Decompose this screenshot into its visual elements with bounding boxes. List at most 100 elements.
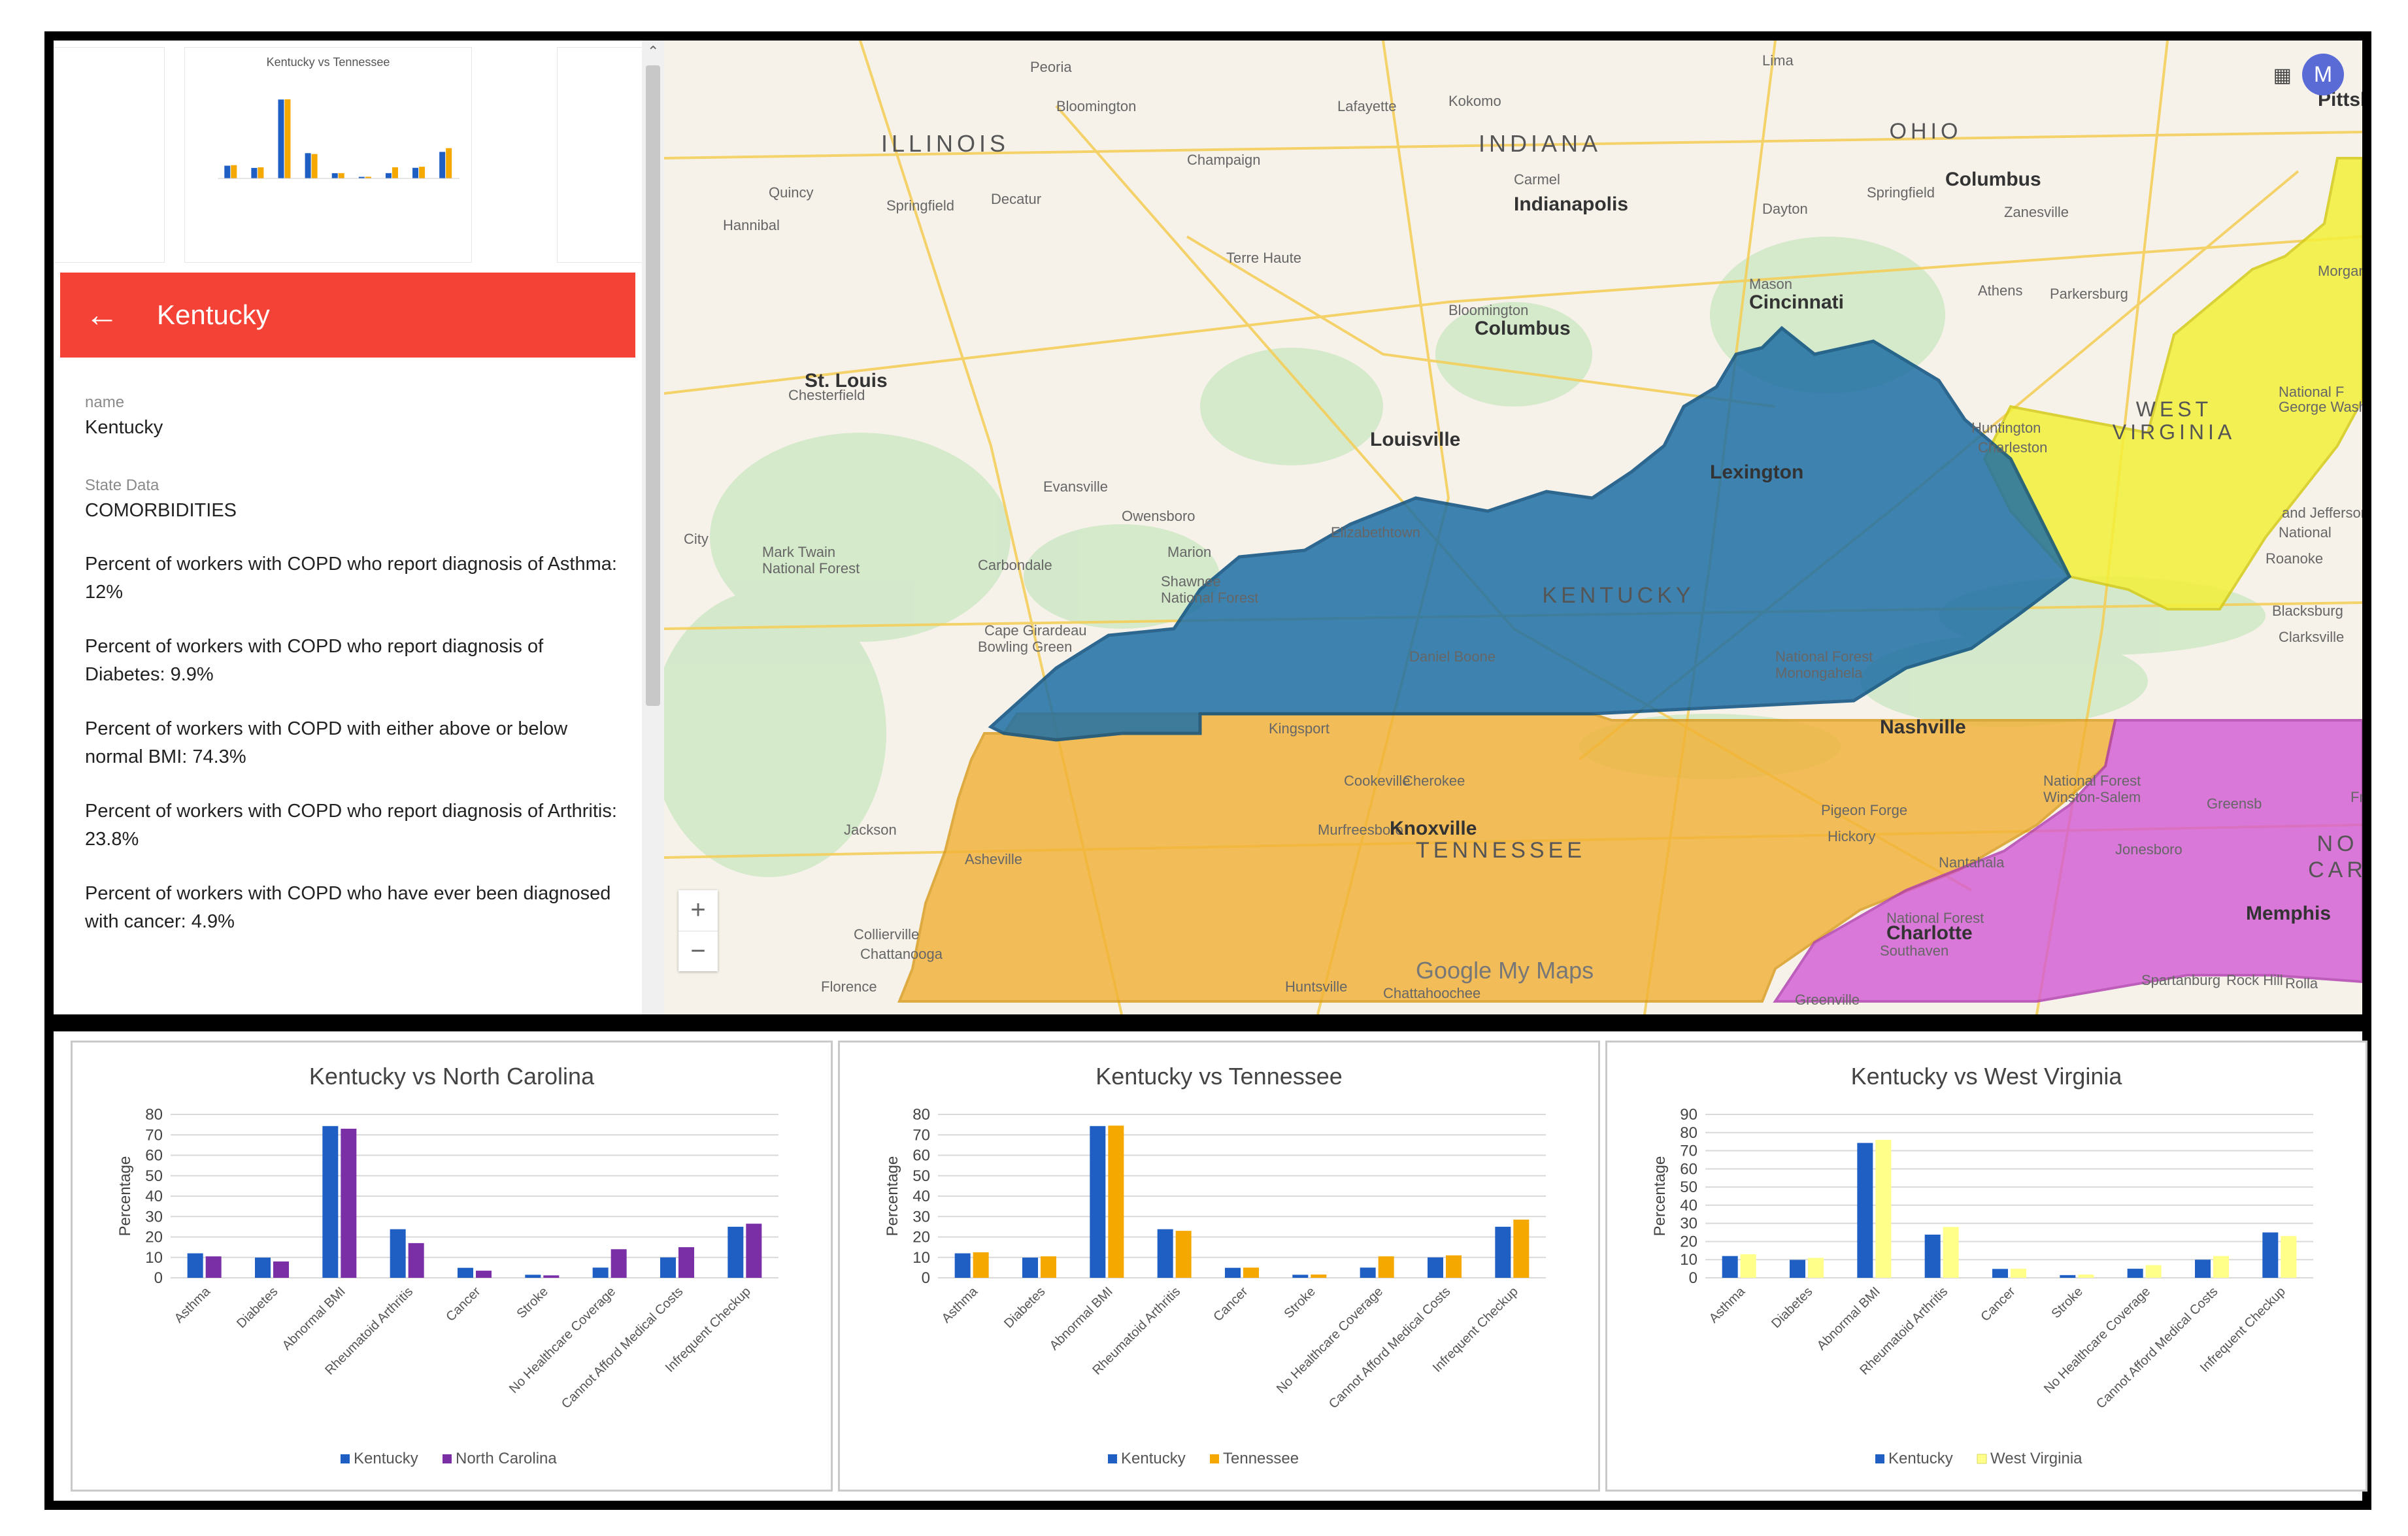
map-city-label: Knoxville [1390,818,1477,839]
scrollbar-thumb[interactable] [646,65,660,706]
y-axis-label: Percentage [1651,1156,1669,1237]
y-tick-label: 50 [1680,1178,1697,1196]
y-tick-label: 0 [154,1269,163,1287]
bar [1875,1139,1892,1278]
thumbnail-bar [358,176,365,178]
thumbnail-chart-center[interactable]: Kentucky vs Tennessee [184,47,472,263]
scroll-up-icon[interactable]: ⌃ [647,43,660,59]
apps-grid-icon[interactable]: ▦ [2273,65,2292,86]
zoom-in-button[interactable]: + [678,890,718,931]
bar [322,1126,339,1278]
bar [2213,1256,2229,1278]
map-city-label: Marion [1167,544,1211,560]
bar [746,1224,762,1278]
map-city-label: Springfield [1867,184,1935,201]
map-city-label: Springfield [886,197,954,214]
thumbnail-chart-right[interactable] [557,47,642,263]
x-tick-label: Abnormal BMI [1047,1284,1116,1353]
map-city-label: Lafayette [1337,98,1397,114]
y-tick-label: 0 [922,1269,930,1287]
thumbnail-bar [338,173,344,178]
map-city-label: Morgantown [2318,263,2362,279]
charts-area: Kentucky vs North Carolina Percentage 0 10 2… [54,1031,2367,1501]
map-region-label: INDIANA [1479,130,1601,157]
bar [2060,1275,2076,1278]
bar [727,1226,744,1278]
map-city-label: Parkersburg [2050,286,2128,302]
map-canvas[interactable]: ILLINOIS INDIANA OHIO WEST VIRGINIA KENTUCKY T… [664,41,2362,1014]
bar [543,1275,560,1278]
chart-title: Kentucky vs Tennessee [1095,1063,1343,1090]
map-city-label: and Jefferson [2282,505,2362,521]
back-arrow-icon[interactable]: ← [85,296,119,334]
y-tick-label: 30 [145,1208,163,1226]
map-city-label: Kingsport [1269,720,1329,737]
y-tick-label: 10 [1680,1251,1697,1269]
state-data-label: State Data [85,476,159,494]
bar [592,1267,609,1278]
x-tick-label: Stroke [2048,1284,2085,1321]
thumbnail-bar [439,152,446,178]
bar [1924,1234,1941,1278]
map-region-label: VIRGINIA [2113,420,2235,444]
bar [205,1256,222,1278]
y-tick-label: 60 [145,1147,163,1165]
chart-kentucky-vs-west-virginia: Kentucky vs West Virginia Percentage 0 10 20… [1605,1041,2367,1492]
stat-asthma: Percent of workers with COPD who report … [85,554,617,603]
bar [1808,1258,1824,1278]
legend-label: Kentucky [1121,1450,1186,1467]
y-tick-label: 50 [912,1167,930,1185]
map-city-label: Louisville [1370,429,1460,450]
bar [1225,1267,1241,1278]
map-city-label: Franklin [2350,789,2362,805]
x-tick-label: Cannot Afford Medical Costs [2094,1284,2221,1412]
legend-swatch [1875,1454,1884,1463]
map-region-label: KENTUCKY [1542,583,1694,608]
bar [1943,1227,1959,1278]
bar [2145,1265,2162,1278]
map-city-label: Charleston [1978,439,2047,456]
legend-label: North Carolina [456,1450,557,1467]
map-city-label: Huntsville [1285,978,1347,995]
thumbnail-bar [331,173,338,178]
stat-cancer: Percent of workers with COPD who have ev… [85,883,611,932]
bar [1360,1267,1376,1278]
map-city-label: Cookeville [1344,773,1411,789]
bar [1311,1275,1327,1278]
x-tick-label: Cancer [1211,1284,1250,1324]
thumbnail-chart-left[interactable] [54,47,165,263]
map-city-label: Hickory [1828,828,1875,844]
bar [1513,1219,1530,1278]
map-city-label: Nashville [1880,716,1966,738]
account-avatar[interactable]: M [2302,54,2344,95]
legend-label: Kentucky [1888,1450,1953,1467]
map-city-label: Greensb [2207,795,2262,812]
map-city-label: Blacksburg [2272,603,2343,619]
thumbnail-bar [284,99,291,178]
map-region-label: NO [2317,831,2358,856]
panel-header: ← Kentucky [60,273,635,358]
x-tick-label: Cancer [1978,1284,2018,1324]
chart-thumbnails[interactable]: Kentucky vs Tennessee [54,41,642,269]
kentucky-region[interactable] [988,326,2072,742]
thumbnail-bar [224,165,231,178]
bar [2195,1260,2211,1278]
map-city-label: National Forest [762,560,860,576]
north-carolina-region[interactable] [1773,719,2362,1003]
name-value: Kentucky [85,417,163,438]
map-city-label: Columbus [1475,318,1571,339]
bar [1090,1126,1106,1278]
bar [1740,1254,1756,1278]
state-data-value: COMORBIDITIES [85,500,237,521]
zoom-out-button[interactable]: − [690,937,706,965]
map-city-label: Cherokee [1403,773,1465,789]
y-tick-label: 10 [145,1249,163,1267]
thumbnail-bar [385,173,392,178]
panel-title: Kentucky [157,299,270,330]
panel-scrollbar[interactable]: ⌃ [642,41,664,1014]
y-tick-label: 80 [145,1106,163,1124]
map-city-label: Daniel Boone [1409,648,1496,665]
y-tick-label: 20 [145,1229,163,1246]
map-city-label: Rock Hill [2226,972,2283,988]
